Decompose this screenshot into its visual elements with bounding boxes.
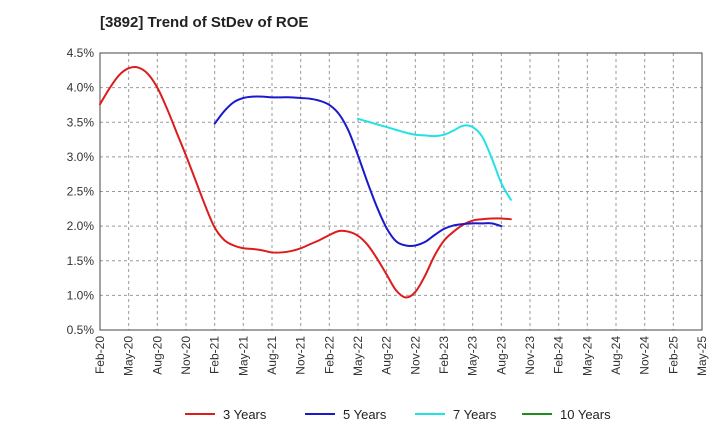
x-tick-label: Feb-22 (322, 336, 336, 374)
x-tick-label: Aug-20 (150, 336, 164, 375)
x-tick-label: Nov-22 (408, 336, 422, 375)
x-tick-label: Aug-21 (265, 336, 279, 375)
x-tick-label: Aug-22 (380, 336, 394, 375)
x-tick-label: Nov-24 (638, 336, 652, 375)
axes (99, 52, 703, 331)
x-tick-label: Feb-20 (93, 336, 107, 374)
legend-10-years-label: 10 Years (560, 407, 611, 422)
y-tick-label: 1.5% (67, 254, 95, 268)
legend: 3 Years 5 Years 7 Years 10 Years (185, 407, 611, 422)
x-tick-label: May-25 (695, 336, 709, 376)
legend-5-years-label: 5 Years (343, 407, 387, 422)
y-tick-label: 4.5% (67, 46, 95, 60)
legend-3-years-label: 3 Years (223, 407, 267, 422)
series-line-3-years (99, 66, 512, 299)
x-tick-labels: Feb-20 May-20 Aug-20 Nov-20 Feb-21 May-21 Aug-… (93, 336, 709, 376)
x-tick-label: May-24 (580, 336, 594, 376)
y-tick-label: 3.0% (67, 150, 95, 164)
y-tick-label: 2.0% (67, 219, 95, 233)
y-tick-labels: 0.5% 1.0% 1.5% 2.0% 2.5% 3.0% 3.5% 4.0% 4.5% (67, 46, 95, 337)
x-tick-label: Feb-21 (208, 336, 222, 374)
plot-frame (99, 52, 703, 331)
x-tick-label: Feb-25 (666, 336, 680, 374)
series-line-7-years (357, 117, 512, 201)
x-tick-label: Nov-23 (523, 336, 537, 375)
x-tick-label: Nov-20 (179, 336, 193, 375)
y-tick-label: 1.0% (67, 288, 95, 302)
x-tick-label: May-23 (466, 336, 480, 376)
x-tick-label: Aug-23 (494, 336, 508, 375)
y-tick-label: 0.5% (67, 323, 95, 337)
legend-7-years-label: 7 Years (453, 407, 497, 422)
x-tick-label: Nov-21 (294, 336, 308, 375)
chart-title: [3892] Trend of StDev of ROE (100, 14, 308, 31)
grid-lines (100, 52, 702, 330)
x-tick-label: Aug-24 (609, 336, 623, 375)
y-tick-label: 2.5% (67, 185, 95, 199)
x-tick-label: May-21 (236, 336, 250, 376)
x-tick-label: May-20 (122, 336, 136, 376)
series-line-5-years (213, 95, 503, 247)
x-tick-label: May-22 (351, 336, 365, 376)
y-tick-label: 4.0% (67, 81, 95, 95)
x-tick-label: Feb-24 (552, 336, 566, 374)
y-tick-label: 3.5% (67, 115, 95, 129)
x-tick-label: Feb-23 (437, 336, 451, 374)
series-lines (99, 66, 512, 299)
